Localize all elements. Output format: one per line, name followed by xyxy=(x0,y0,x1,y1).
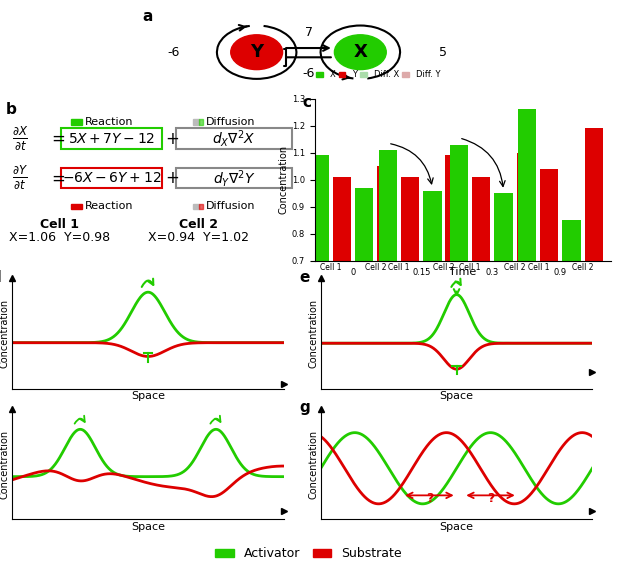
Text: $=$: $=$ xyxy=(48,169,65,187)
Text: $+$: $+$ xyxy=(165,129,179,147)
Bar xyxy=(423,191,442,261)
Text: Cell 2: Cell 2 xyxy=(572,263,594,272)
Text: Cell 2: Cell 2 xyxy=(365,263,386,272)
Text: 0.3: 0.3 xyxy=(486,269,499,277)
Text: $d_Y\nabla^2Y$: $d_Y\nabla^2Y$ xyxy=(213,168,255,188)
Y-axis label: Concentration: Concentration xyxy=(0,429,9,499)
Text: Cell 1: Cell 1 xyxy=(460,263,481,272)
Text: 0.15: 0.15 xyxy=(412,269,431,277)
Bar xyxy=(72,204,81,209)
Text: Diffusion: Diffusion xyxy=(206,201,255,212)
Legend: X, Y, Diff. X, Diff. Y: X, Y, Diff. X, Diff. Y xyxy=(313,67,444,83)
Text: Cell 1: Cell 1 xyxy=(528,263,549,272)
Bar xyxy=(199,204,203,209)
Text: 0: 0 xyxy=(350,269,356,277)
Text: Cell 2: Cell 2 xyxy=(433,263,454,272)
Text: $=$: $=$ xyxy=(48,129,65,147)
Circle shape xyxy=(231,35,283,70)
Text: $5X+7Y-12$: $5X+7Y-12$ xyxy=(68,132,155,146)
Legend: Activator, Substrate: Activator, Substrate xyxy=(210,542,407,566)
Bar xyxy=(494,0,513,4)
X-axis label: Space: Space xyxy=(439,522,474,532)
Text: $+$: $+$ xyxy=(165,169,179,187)
Text: Y: Y xyxy=(250,43,263,61)
Text: d: d xyxy=(0,270,1,285)
Bar xyxy=(472,177,491,261)
Bar xyxy=(193,204,199,209)
Text: Diffusion: Diffusion xyxy=(206,117,255,127)
Text: 7: 7 xyxy=(305,27,312,39)
Bar xyxy=(494,193,513,261)
Text: Cell 1: Cell 1 xyxy=(40,218,79,231)
Y-axis label: Concentration: Concentration xyxy=(308,429,318,499)
Circle shape xyxy=(334,35,386,70)
Text: g: g xyxy=(299,400,310,415)
Text: Reaction: Reaction xyxy=(85,201,133,212)
Bar xyxy=(450,144,468,261)
Bar xyxy=(355,188,373,261)
Text: -6: -6 xyxy=(302,67,315,80)
Bar xyxy=(401,177,420,261)
Text: a: a xyxy=(143,9,153,24)
Text: Cell 1: Cell 1 xyxy=(388,263,410,272)
Bar xyxy=(311,155,329,261)
X-axis label: Space: Space xyxy=(131,522,165,532)
Bar xyxy=(585,128,603,261)
Text: 0.9: 0.9 xyxy=(554,269,567,277)
Text: X=1.06  Y=0.98: X=1.06 Y=0.98 xyxy=(9,231,110,244)
Text: $\frac{\partial Y}{\partial t}$: $\frac{\partial Y}{\partial t}$ xyxy=(12,164,28,191)
X-axis label: Space: Space xyxy=(131,392,165,401)
Text: ?: ? xyxy=(487,492,494,505)
Bar xyxy=(516,153,535,261)
Text: X=0.94  Y=1.02: X=0.94 Y=1.02 xyxy=(148,231,249,244)
Text: c: c xyxy=(303,95,312,110)
Text: 5: 5 xyxy=(439,46,447,59)
Text: Cell 2: Cell 2 xyxy=(504,263,525,272)
Text: Cell 2: Cell 2 xyxy=(179,218,218,231)
X-axis label: Time: Time xyxy=(449,267,476,277)
X-axis label: Space: Space xyxy=(439,392,474,401)
Text: $-6X-6Y+12$: $-6X-6Y+12$ xyxy=(62,171,161,185)
Text: -6: -6 xyxy=(168,46,180,59)
Bar xyxy=(423,0,442,1)
Text: $\frac{\partial X}{\partial t}$: $\frac{\partial X}{\partial t}$ xyxy=(12,125,28,152)
Bar xyxy=(563,220,581,261)
Y-axis label: Concentration: Concentration xyxy=(0,299,9,368)
Text: Cell 1: Cell 1 xyxy=(320,263,342,272)
Text: $d_X\nabla^2X$: $d_X\nabla^2X$ xyxy=(212,128,256,149)
Text: Reaction: Reaction xyxy=(85,117,133,127)
Bar xyxy=(445,155,464,261)
Bar xyxy=(72,119,81,125)
Text: e: e xyxy=(299,270,310,285)
Text: X: X xyxy=(354,43,367,61)
Bar xyxy=(333,177,351,261)
Bar xyxy=(193,119,199,125)
Text: b: b xyxy=(6,102,17,117)
Bar xyxy=(199,119,203,125)
Y-axis label: Concentration: Concentration xyxy=(279,145,289,215)
Bar xyxy=(518,110,536,261)
Y-axis label: Concentration: Concentration xyxy=(308,299,318,368)
Text: ?: ? xyxy=(426,492,433,505)
Bar xyxy=(378,166,395,261)
Bar xyxy=(379,150,397,261)
Bar xyxy=(540,169,558,261)
